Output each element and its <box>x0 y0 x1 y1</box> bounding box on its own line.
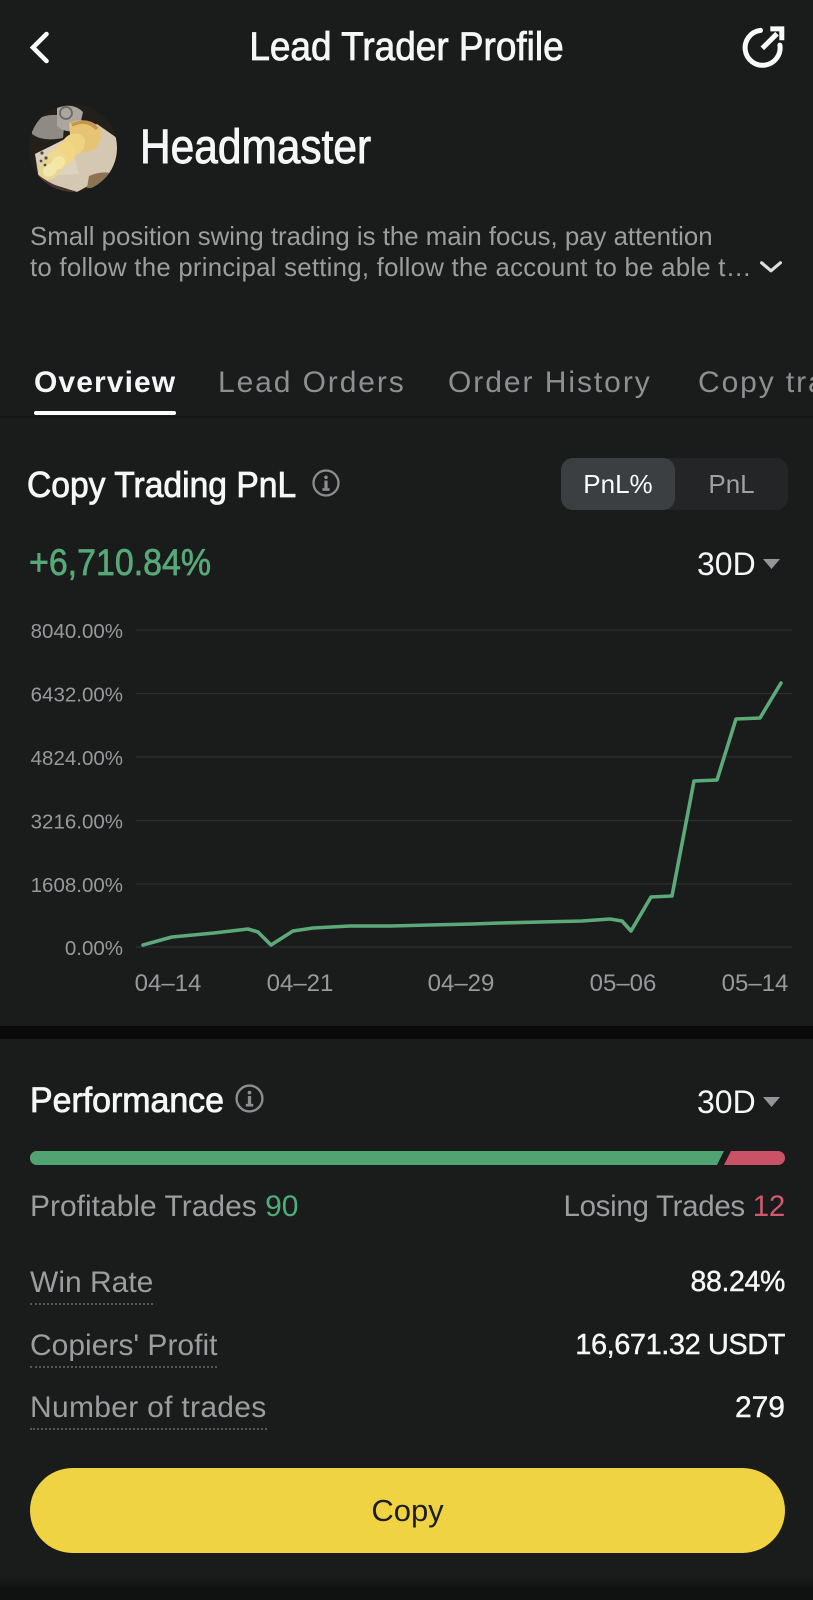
svg-text:04–29: 04–29 <box>428 970 495 997</box>
svg-text:04–21: 04–21 <box>267 970 334 997</box>
svg-text:1608.00%: 1608.00% <box>31 874 123 897</box>
svg-text:6432.00%: 6432.00% <box>31 684 123 707</box>
svg-text:8040.00%: 8040.00% <box>31 620 123 643</box>
svg-text:05–14: 05–14 <box>722 970 789 997</box>
svg-text:4824.00%: 4824.00% <box>31 747 123 770</box>
svg-text:0.00%: 0.00% <box>65 937 123 960</box>
svg-text:05–06: 05–06 <box>590 970 657 997</box>
svg-text:3216.00%: 3216.00% <box>31 811 123 834</box>
svg-text:04–14: 04–14 <box>135 970 202 997</box>
